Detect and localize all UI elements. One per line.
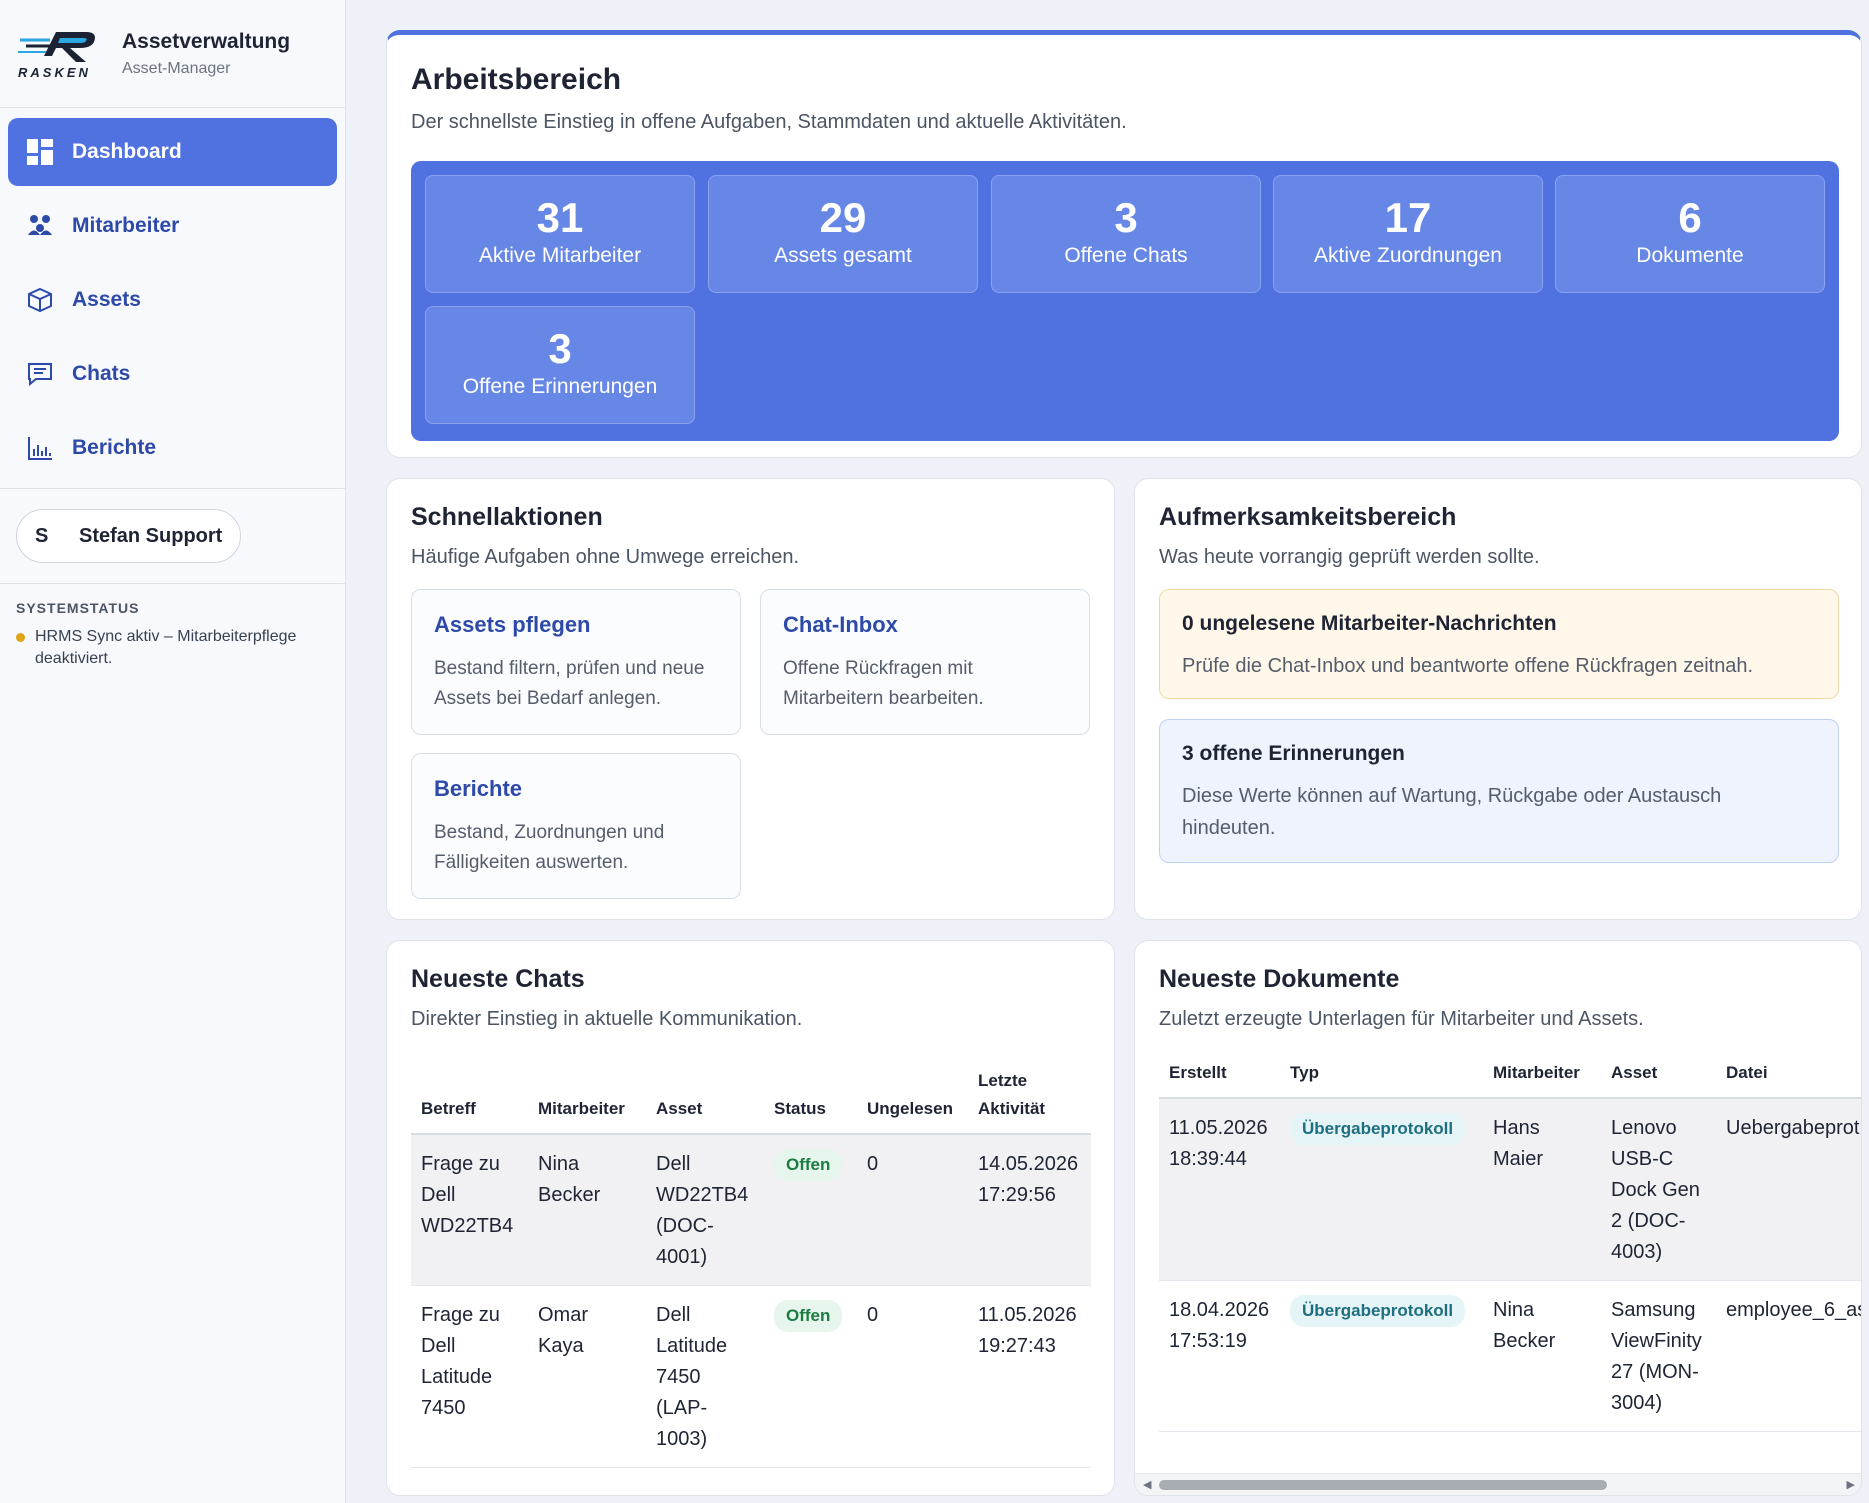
doc-file-link[interactable]: employee_6_as <box>1726 1299 1862 1321</box>
doc-type-badge: Übergabeprotokoll <box>1290 1295 1466 1327</box>
column-header: Asset <box>656 1099 703 1118</box>
column-header: Betreff <box>421 1099 476 1118</box>
attention-card: Aufmerksamkeitsbereich Was heute vorrang… <box>1134 478 1862 920</box>
column-header: Ungelesen <box>867 1099 953 1118</box>
recent-documents-subtitle: Zuletzt erzeugte Unterlagen für Mitarbei… <box>1159 1008 1644 1030</box>
chat-icon <box>26 360 54 388</box>
bar-chart-icon <box>26 434 54 462</box>
doc-created: 18.04.2026 17:53:19 <box>1169 1299 1270 1352</box>
nav-item-assets[interactable]: Assets <box>8 266 337 334</box>
chat-asset: Dell WD22TB4 (DOC-4001) <box>656 1153 749 1268</box>
table-row[interactable]: Frage zu Dell Latitude 7450 Omar Kaya De… <box>411 1286 1091 1468</box>
nav-item-berichte[interactable]: Berichte <box>8 414 337 482</box>
main-nav: Dashboard Mitarbeiter Assets Chats Beric… <box>0 108 345 482</box>
attention-subtitle: Was heute vorrangig geprüft werden sollt… <box>1159 546 1540 568</box>
doc-type-badge: Übergabeprotokoll <box>1290 1113 1466 1145</box>
dashboard-icon <box>26 138 54 166</box>
stat-active-employees[interactable]: 31 Aktive Mitarbeiter <box>425 175 695 293</box>
attention-title: Aufmerksamkeitsbereich <box>1159 503 1457 531</box>
column-header: Asset <box>1611 1063 1658 1082</box>
workspace-subtitle: Der schnellste Einstieg in offene Aufgab… <box>411 111 1127 133</box>
scroll-right-arrow-icon[interactable]: ▶ <box>1846 1479 1855 1491</box>
box-icon <box>26 286 54 314</box>
quick-action-reports[interactable]: Berichte Bestand, Zuordnungen und Fällig… <box>411 753 741 899</box>
column-header: Datei <box>1726 1063 1768 1082</box>
doc-employee: Hans Maier <box>1493 1117 1544 1170</box>
horizontal-scrollbar[interactable]: ◀ ▶ <box>1135 1473 1861 1495</box>
chat-employee: Omar Kaya <box>538 1304 588 1357</box>
chat-employee: Nina Becker <box>538 1153 601 1206</box>
rasken-logo: RASKEN <box>16 24 104 84</box>
recent-chats-title: Neueste Chats <box>411 965 585 993</box>
table-row[interactable]: Frage zu Dell WD22TB4 Nina Becker Dell W… <box>411 1134 1091 1286</box>
workspace-card: Arbeitsbereich Der schnellste Einstieg i… <box>386 30 1862 458</box>
recent-documents-card: Neueste Dokumente Zuletzt erzeugte Unter… <box>1134 940 1862 1496</box>
column-header: Letzte Aktivität <box>978 1071 1046 1118</box>
chat-unread: 0 <box>867 1153 879 1175</box>
scrollbar-thumb[interactable] <box>1159 1480 1607 1490</box>
user-name: Stefan Support <box>79 524 223 547</box>
nav-label: Chats <box>72 362 131 385</box>
quick-action-chat-inbox[interactable]: Chat-Inbox Offene Rückfragen mit Mitarbe… <box>760 589 1090 735</box>
chat-unread: 0 <box>867 1304 879 1326</box>
brand-subtitle: Asset-Manager <box>122 59 231 77</box>
column-header: Typ <box>1290 1063 1319 1082</box>
alert-open-reminders: 3 offene Erinnerungen Diese Werte können… <box>1159 719 1839 863</box>
doc-employee: Nina Becker <box>1493 1299 1556 1352</box>
status-dot-icon <box>16 633 25 642</box>
system-status: SYSTEMSTATUS HRMS Sync aktiv – Mitarbeit… <box>0 584 345 686</box>
stat-assets-total[interactable]: 29 Assets gesamt <box>708 175 978 293</box>
recent-chats-card: Neueste Chats Direkter Einstieg in aktue… <box>386 940 1115 1496</box>
nav-label: Berichte <box>72 436 157 459</box>
chat-subject[interactable]: Frage zu Dell WD22TB4 <box>421 1153 514 1237</box>
alert-unread-messages: 0 ungelesene Mitarbeiter-Nachrichten Prü… <box>1159 589 1839 699</box>
recent-documents-title: Neueste Dokumente <box>1159 965 1400 993</box>
user-menu-button[interactable]: S Stefan Support <box>16 509 242 563</box>
column-header: Status <box>774 1099 826 1118</box>
documents-table: Erstellt Typ Mitarbeiter Asset Datei 11.… <box>1159 1059 1862 1432</box>
nav-item-mitarbeiter[interactable]: Mitarbeiter <box>8 192 337 260</box>
scroll-left-arrow-icon[interactable]: ◀ <box>1143 1479 1152 1491</box>
quick-actions-title: Schnellaktionen <box>411 503 603 531</box>
doc-created: 11.05.2026 18:39:44 <box>1169 1117 1268 1170</box>
quick-actions-subtitle: Häufige Aufgaben ohne Umwege erreichen. <box>411 546 800 568</box>
stat-documents[interactable]: 6 Dokumente <box>1555 175 1825 293</box>
nav-label: Assets <box>72 288 141 311</box>
chat-last-activity: 14.05.2026 17:29:56 <box>978 1153 1079 1206</box>
sidebar: RASKEN Assetverwaltung Asset-Manager Das… <box>0 0 346 1503</box>
chats-table: Betreff Mitarbeiter Asset Status Ungeles… <box>411 1067 1091 1468</box>
doc-asset: Lenovo USB-C Dock Gen 2 (DOC-4003) <box>1611 1117 1700 1263</box>
column-header: Mitarbeiter <box>1493 1063 1580 1082</box>
workspace-title: Arbeitsbereich <box>411 63 622 96</box>
system-status-title: SYSTEMSTATUS <box>16 600 140 616</box>
stat-open-chats[interactable]: 3 Offene Chats <box>991 175 1261 293</box>
column-header: Mitarbeiter <box>538 1099 625 1118</box>
doc-asset: Samsung ViewFinity 27 (MON-3004) <box>1611 1299 1702 1414</box>
avatar: S <box>35 524 49 547</box>
table-row[interactable]: 18.04.2026 17:53:19 Übergabeprotokoll Ni… <box>1159 1281 1862 1432</box>
nav-label: Dashboard <box>72 140 182 163</box>
stat-active-assignments[interactable]: 17 Aktive Zuordnungen <box>1273 175 1543 293</box>
column-header: Erstellt <box>1169 1063 1227 1082</box>
brand-title: Assetverwaltung <box>122 29 291 53</box>
system-status-message: HRMS Sync aktiv – Mitarbeiterpflege deak… <box>35 628 297 667</box>
nav-label: Mitarbeiter <box>72 214 180 237</box>
user-section: S Stefan Support <box>0 489 345 584</box>
quick-action-assets[interactable]: Assets pflegen Bestand filtern, prüfen u… <box>411 589 741 735</box>
status-badge: Offen <box>774 1300 843 1332</box>
chat-asset: Dell Latitude 7450 (LAP-1003) <box>656 1304 728 1450</box>
stats-panel: 31 Aktive Mitarbeiter 29 Assets gesamt 3… <box>411 161 1839 441</box>
status-badge: Offen <box>774 1149 843 1181</box>
doc-file-link[interactable]: Uebergabeprot <box>1726 1117 1860 1139</box>
quick-actions-card: Schnellaktionen Häufige Aufgaben ohne Um… <box>386 478 1115 920</box>
table-row[interactable]: 11.05.2026 18:39:44 Übergabeprotokoll Ha… <box>1159 1098 1861 1281</box>
nav-item-dashboard[interactable]: Dashboard <box>8 118 337 186</box>
brand[interactable]: RASKEN Assetverwaltung Asset-Manager <box>0 0 345 108</box>
chat-last-activity: 11.05.2026 19:27:43 <box>978 1304 1077 1357</box>
stat-open-reminders[interactable]: 3 Offene Erinnerungen <box>425 306 695 424</box>
recent-chats-subtitle: Direkter Einstieg in aktuelle Kommunikat… <box>411 1008 803 1030</box>
nav-item-chats[interactable]: Chats <box>8 340 337 408</box>
chat-subject[interactable]: Frage zu Dell Latitude 7450 <box>421 1304 500 1419</box>
users-icon <box>26 212 54 240</box>
